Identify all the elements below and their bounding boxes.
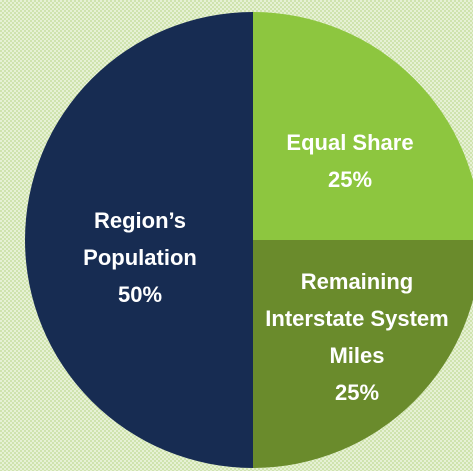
pie-slice — [253, 240, 473, 468]
pie-slice — [253, 12, 473, 240]
category-label: Remaining Interstate System Miles — [265, 269, 449, 368]
category-label: Equal Share — [286, 130, 414, 155]
value-label: 25% — [327, 167, 373, 192]
value-label: 25% — [334, 380, 380, 405]
slice-label: Remaining Interstate System Miles 25% — [262, 263, 452, 411]
category-label: Region’s Population — [83, 208, 197, 270]
slice-label: Equal Share 25% — [270, 124, 430, 198]
pie-slice — [25, 12, 253, 468]
value-label: 50% — [117, 282, 163, 307]
slice-label: Region’s Population 50% — [65, 202, 215, 313]
